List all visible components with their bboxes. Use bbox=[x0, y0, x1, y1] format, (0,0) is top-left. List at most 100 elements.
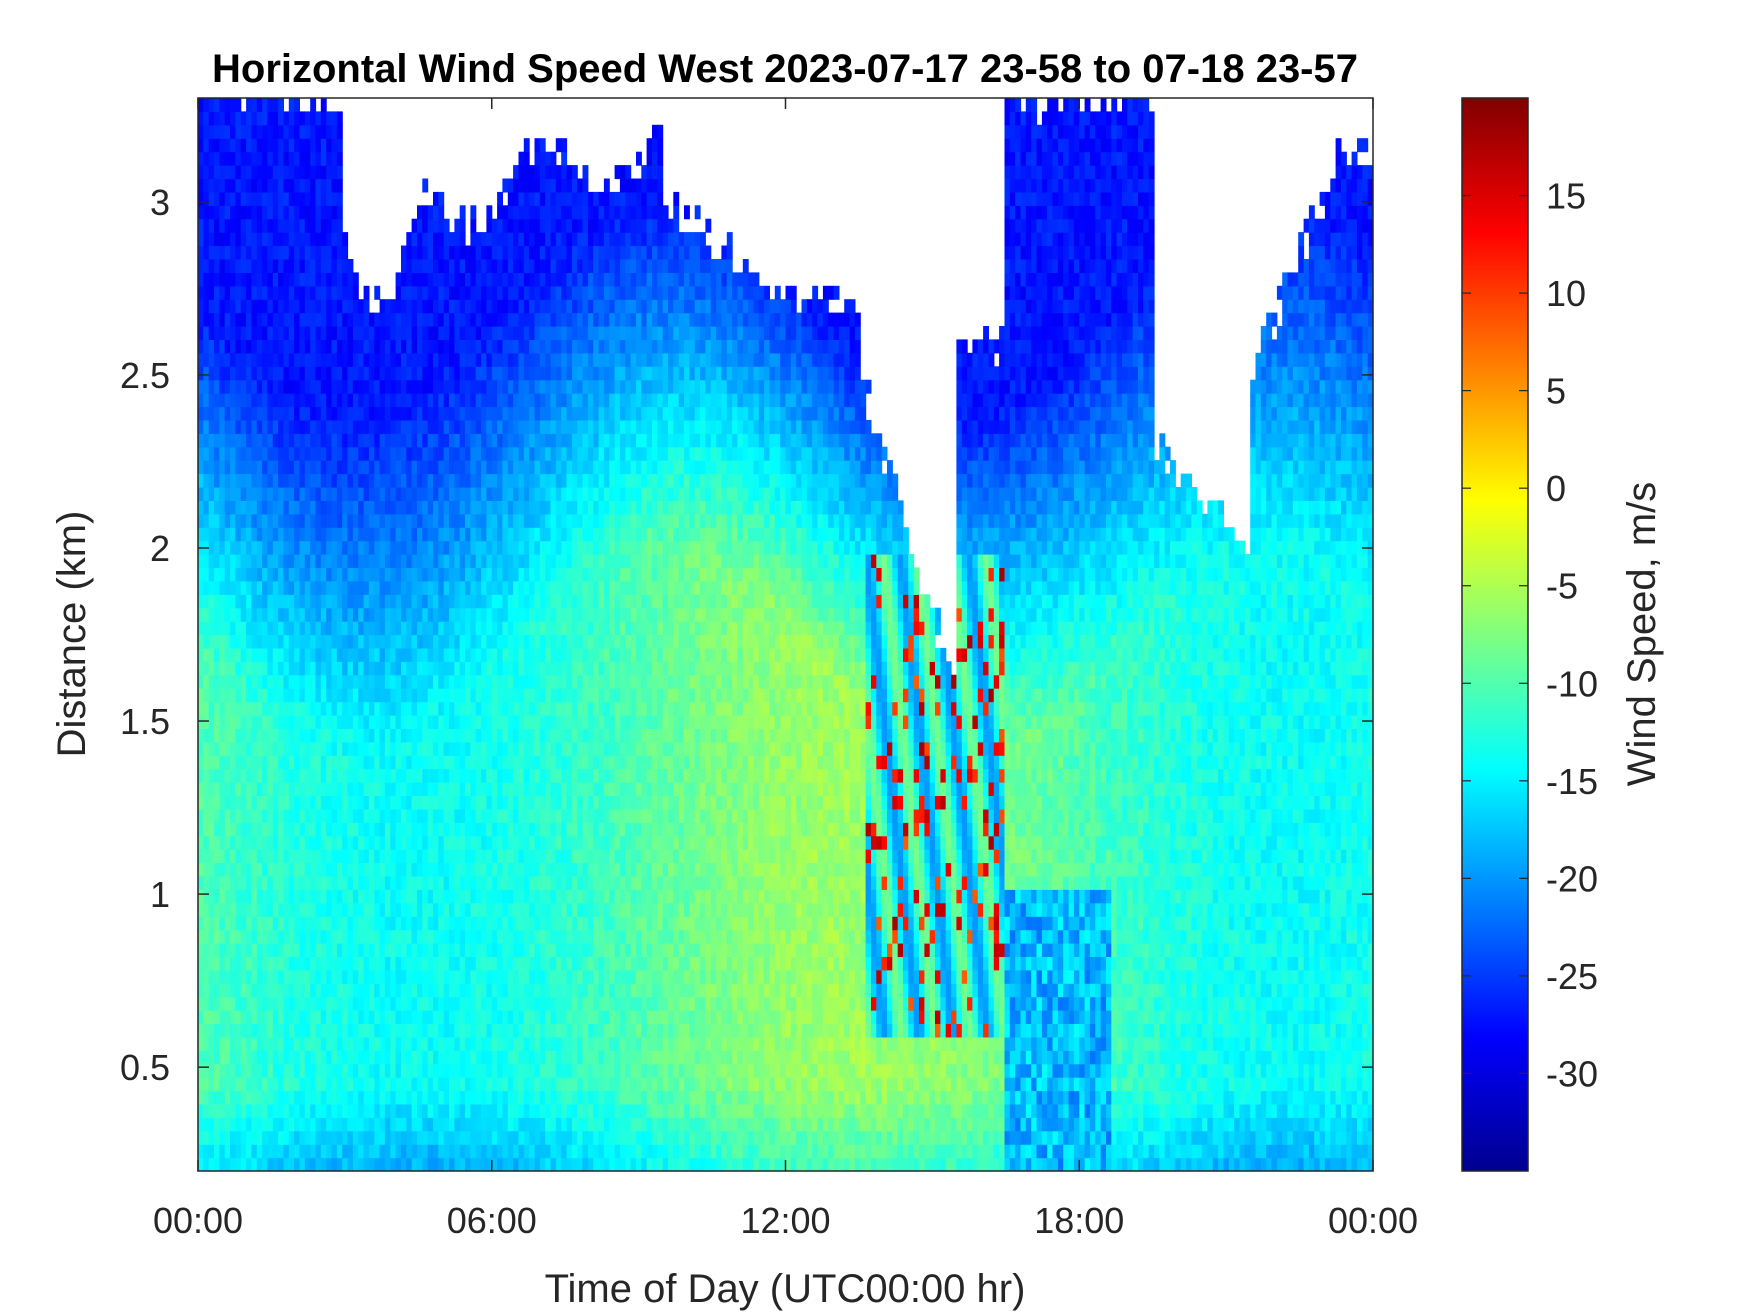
heatmap-cell bbox=[336, 607, 343, 622]
heatmap-cell bbox=[352, 969, 359, 984]
heatmap-cell bbox=[235, 835, 242, 850]
heatmap-cell bbox=[401, 500, 407, 515]
heatmap-cell bbox=[358, 782, 365, 796]
heatmap-cell bbox=[550, 835, 557, 850]
heatmap-cell bbox=[401, 782, 407, 796]
heatmap-cell bbox=[550, 151, 557, 166]
heatmap-cell bbox=[390, 554, 397, 568]
heatmap-cell bbox=[374, 433, 381, 448]
heatmap-cell bbox=[390, 1063, 397, 1078]
heatmap-cell bbox=[219, 1063, 226, 1078]
heatmap-cell bbox=[299, 661, 306, 676]
heatmap-cell bbox=[304, 835, 311, 850]
heatmap-cell bbox=[406, 701, 413, 716]
heatmap-cell bbox=[240, 433, 247, 448]
heatmap-cell bbox=[224, 138, 231, 153]
heatmap-cell bbox=[342, 487, 349, 501]
heatmap-cell bbox=[438, 808, 445, 823]
heatmap-cell bbox=[459, 339, 466, 354]
heatmap-cell bbox=[256, 835, 263, 850]
heatmap-cell bbox=[267, 661, 274, 676]
heatmap-cell bbox=[539, 969, 546, 984]
heatmap-cell bbox=[251, 312, 258, 327]
heatmap-cell bbox=[518, 916, 525, 931]
heatmap-cell bbox=[240, 487, 247, 501]
heatmap-cell bbox=[368, 446, 375, 461]
heatmap-cell bbox=[545, 862, 552, 877]
heatmap-cell bbox=[454, 540, 461, 555]
heatmap-cell bbox=[529, 1077, 535, 1092]
heatmap-cell bbox=[331, 473, 338, 488]
heatmap-cell bbox=[278, 741, 284, 756]
heatmap-cell bbox=[304, 996, 311, 1011]
heatmap-cell bbox=[230, 822, 236, 837]
heatmap-cell bbox=[352, 1010, 359, 1024]
heatmap-cell bbox=[358, 339, 365, 354]
heatmap-cell bbox=[545, 1036, 552, 1051]
heatmap-cell bbox=[331, 634, 338, 649]
heatmap-cell bbox=[401, 554, 407, 568]
heatmap-cell bbox=[459, 446, 466, 461]
heatmap-cell bbox=[550, 1036, 557, 1051]
heatmap-cell bbox=[481, 1117, 487, 1132]
heatmap-cell bbox=[310, 191, 317, 206]
heatmap-cell bbox=[310, 1144, 317, 1159]
heatmap-cell bbox=[278, 312, 284, 327]
heatmap-cell bbox=[395, 272, 402, 287]
heatmap-cell bbox=[502, 433, 509, 448]
heatmap-cell bbox=[507, 715, 514, 729]
heatmap-cell bbox=[518, 379, 525, 394]
heatmap-cell bbox=[336, 674, 343, 689]
heatmap-cell bbox=[555, 1117, 562, 1132]
heatmap-cell bbox=[475, 1036, 482, 1051]
heatmap-cell bbox=[507, 902, 514, 917]
heatmap-cell bbox=[529, 1036, 535, 1051]
heatmap-cell bbox=[545, 326, 552, 340]
heatmap-cell bbox=[491, 661, 498, 676]
heatmap-cell bbox=[379, 728, 386, 743]
heatmap-cell bbox=[214, 929, 220, 944]
heatmap-cell bbox=[513, 580, 519, 595]
heatmap-cell bbox=[475, 849, 482, 864]
heatmap-cell bbox=[534, 1010, 541, 1024]
heatmap-cell bbox=[358, 728, 365, 743]
heatmap-cell bbox=[240, 956, 247, 971]
heatmap-cell bbox=[518, 715, 525, 729]
heatmap-cell bbox=[438, 1157, 445, 1171]
heatmap-cell bbox=[235, 487, 242, 501]
heatmap-cell bbox=[272, 567, 279, 582]
heatmap-cell bbox=[384, 969, 391, 984]
heatmap-cell bbox=[347, 567, 354, 582]
heatmap-cell bbox=[539, 996, 546, 1011]
heatmap-cell bbox=[523, 419, 530, 434]
heatmap-cell bbox=[251, 460, 258, 475]
heatmap-cell bbox=[384, 741, 391, 756]
heatmap-cell bbox=[433, 487, 439, 501]
heatmap-cell bbox=[513, 889, 519, 904]
heatmap-cell bbox=[395, 835, 402, 850]
heatmap-cell bbox=[320, 500, 327, 515]
heatmap-cell bbox=[283, 969, 290, 984]
heatmap-cell bbox=[214, 527, 220, 542]
heatmap-cell bbox=[411, 1103, 418, 1118]
heatmap-cell bbox=[395, 312, 402, 327]
heatmap-cell bbox=[214, 433, 220, 448]
heatmap-cell bbox=[262, 849, 268, 864]
heatmap-cell bbox=[288, 218, 295, 233]
heatmap-cell bbox=[555, 1090, 562, 1105]
heatmap-cell bbox=[513, 259, 519, 273]
heatmap-cell bbox=[267, 607, 274, 622]
heatmap-cell bbox=[278, 245, 284, 260]
heatmap-cell bbox=[262, 1023, 268, 1038]
heatmap-cell bbox=[288, 151, 295, 166]
heatmap-cell bbox=[390, 741, 397, 756]
heatmap-cell bbox=[406, 513, 413, 528]
heatmap-cell bbox=[246, 647, 252, 662]
heatmap-cell bbox=[288, 701, 295, 716]
heatmap-cell bbox=[449, 406, 455, 421]
heatmap-cell bbox=[240, 513, 247, 528]
heatmap-cell bbox=[331, 151, 338, 166]
heatmap-cell bbox=[427, 943, 434, 957]
heatmap-cell bbox=[230, 1023, 236, 1038]
heatmap-cell bbox=[230, 594, 236, 609]
